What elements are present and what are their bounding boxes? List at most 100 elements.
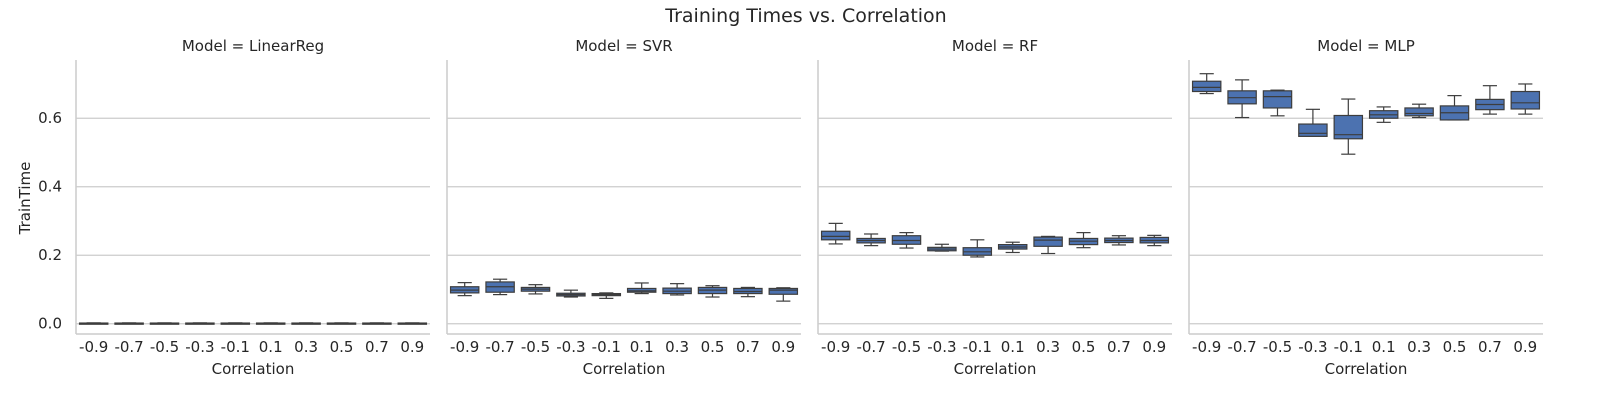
box--0.7: [1227, 79, 1257, 119]
x-tick-label: 0.1: [259, 338, 283, 356]
x-tick-label: 0.7: [736, 338, 760, 356]
box-0.5: [1439, 95, 1470, 121]
x-tick-label: 0.5: [330, 338, 354, 356]
x-tick-label: 0.1: [630, 338, 654, 356]
x-axis-label: Correlation: [1325, 360, 1408, 378]
x-tick-label: -0.3: [927, 338, 956, 356]
box--0.3: [185, 322, 215, 325]
chart-title: Training Times vs. Correlation: [664, 5, 946, 27]
box--0.7: [485, 278, 515, 296]
x-tick-label: -0.5: [521, 338, 550, 356]
box--0.7: [114, 322, 144, 325]
x-tick-label: 0.5: [1072, 338, 1096, 356]
box-0.5: [697, 285, 728, 298]
x-tick-label: -0.9: [450, 338, 479, 356]
facet-panel: Model = RF -0.9 -0.7 -0.5 -0.3 -0.1 0.1 0.3 0.5 0…: [817, 37, 1172, 378]
x-tick-label: 0.9: [771, 338, 795, 356]
box-0.7: [362, 322, 392, 325]
x-tick-label: 0.3: [294, 338, 318, 356]
x-tick-label: -0.7: [485, 338, 514, 356]
box-iqr: [820, 230, 851, 241]
box-iqr: [768, 287, 799, 295]
facet-panel: Model = SVR -0.9 -0.7 -0.5 -0.3 -0.1 0.1 0.3 0.5…: [446, 37, 801, 378]
facet-panel: Model = LinearReg 0.0 0.2 0.4 0.6 -0.9 -0.7 -0.…: [38, 37, 430, 378]
x-axis-label: Correlation: [954, 360, 1037, 378]
x-tick-label: -0.1: [963, 338, 992, 356]
x-tick-label: -0.5: [150, 338, 179, 356]
box--0.9: [449, 282, 480, 297]
facet-title: Model = LinearReg: [182, 37, 324, 55]
box--0.1: [1333, 98, 1364, 155]
box--0.3: [927, 243, 957, 252]
x-tick-label: 0.1: [1372, 338, 1396, 356]
box-0.5: [326, 322, 357, 325]
facet-panel: Model = MLP -0.9 -0.7 -0.5 -0.3 -0.1 0.1 0.3 0.5…: [1188, 37, 1543, 378]
x-tick-label: -0.9: [1192, 338, 1221, 356]
x-tick-label: -0.1: [1334, 338, 1363, 356]
box-0.5: [1068, 232, 1099, 249]
y-tick-label: 0.6: [38, 109, 62, 127]
x-tick-label: 0.7: [1478, 338, 1502, 356]
box--0.7: [856, 233, 886, 247]
x-tick-label: 0.5: [1443, 338, 1467, 356]
x-tick-label: -0.5: [892, 338, 921, 356]
box-0.9: [1139, 234, 1170, 247]
box--0.5: [891, 232, 922, 249]
box-iqr: [1298, 123, 1328, 137]
box-0.3: [1033, 235, 1063, 255]
x-tick-label: 0.5: [701, 338, 725, 356]
facet-title: Model = RF: [952, 37, 1038, 55]
facet-title: Model = SVR: [575, 37, 672, 55]
box--0.3: [1298, 108, 1328, 137]
y-tick-label: 0.4: [38, 178, 62, 196]
y-tick-label: 0.0: [38, 315, 62, 333]
box--0.9: [78, 322, 109, 325]
box-iqr: [1333, 114, 1364, 140]
box-iqr: [1033, 236, 1063, 247]
box-iqr: [1191, 80, 1222, 93]
x-tick-label: -0.7: [856, 338, 885, 356]
box-iqr: [1404, 107, 1434, 117]
x-tick-label: -0.7: [114, 338, 143, 356]
box-0.1: [626, 282, 657, 295]
box-0.1: [1368, 106, 1399, 123]
box--0.9: [820, 222, 851, 245]
x-tick-label: 0.9: [1513, 338, 1537, 356]
box-0.3: [662, 283, 692, 296]
y-tick-label: 0.2: [38, 246, 62, 264]
box--0.3: [556, 289, 586, 298]
box-0.9: [397, 322, 428, 325]
box-0.9: [1510, 83, 1541, 115]
x-tick-label: -0.7: [1227, 338, 1256, 356]
x-axis-label: Correlation: [583, 360, 666, 378]
x-tick-label: 0.3: [1036, 338, 1060, 356]
box--0.5: [520, 284, 551, 295]
x-axis-label: Correlation: [212, 360, 295, 378]
x-tick-label: 0.3: [665, 338, 689, 356]
box-0.7: [733, 286, 763, 298]
box--0.5: [1262, 89, 1293, 117]
box--0.1: [962, 239, 993, 258]
x-tick-label: 0.1: [1001, 338, 1025, 356]
box-0.7: [1104, 235, 1134, 246]
x-tick-label: -0.3: [556, 338, 585, 356]
box-0.1: [255, 322, 286, 325]
facet-title: Model = MLP: [1317, 37, 1415, 55]
x-tick-label: 0.7: [365, 338, 389, 356]
box-iqr: [1262, 90, 1293, 109]
y-axis-label: TrainTime: [16, 162, 34, 236]
x-tick-label: -0.3: [1298, 338, 1327, 356]
x-tick-label: -0.9: [79, 338, 108, 356]
box--0.1: [220, 322, 251, 325]
box--0.1: [591, 292, 622, 299]
x-tick-label: 0.3: [1407, 338, 1431, 356]
box-0.1: [997, 241, 1028, 254]
x-tick-label: 0.9: [1142, 338, 1166, 356]
box-0.3: [1404, 103, 1434, 119]
x-tick-label: 0.7: [1107, 338, 1131, 356]
x-tick-label: -0.1: [592, 338, 621, 356]
box-0.3: [291, 322, 321, 325]
box-0.9: [768, 287, 799, 302]
x-tick-label: -0.5: [1263, 338, 1292, 356]
